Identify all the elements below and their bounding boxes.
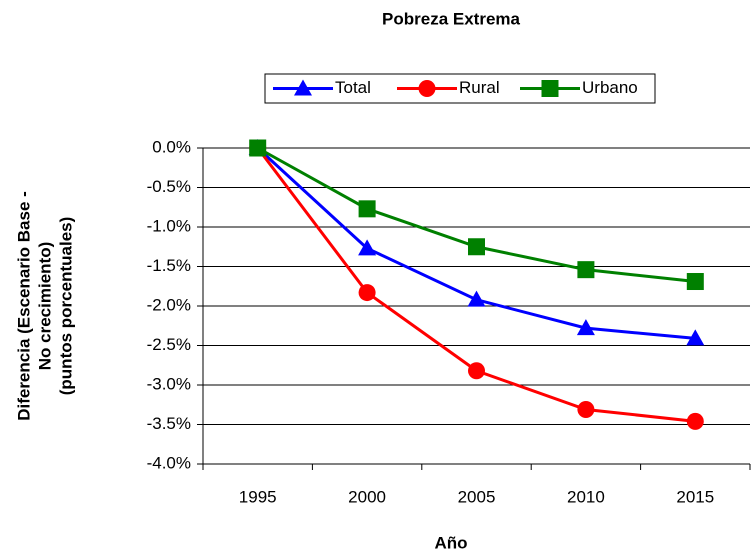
x-axis-title: Año bbox=[434, 533, 467, 552]
x-tick-label: 2005 bbox=[458, 487, 496, 506]
data-point bbox=[358, 239, 377, 256]
x-tick-label: 2000 bbox=[348, 487, 386, 506]
data-point bbox=[468, 362, 485, 380]
y-axis-title: No crecimiento) bbox=[35, 242, 54, 370]
y-tick-label: -2.5% bbox=[147, 335, 191, 354]
chart-title: Pobreza Extrema bbox=[382, 9, 520, 28]
data-point bbox=[467, 290, 486, 307]
y-tick-label: -1.5% bbox=[147, 256, 191, 275]
data-point bbox=[358, 284, 376, 302]
data-point bbox=[686, 412, 704, 430]
data-point bbox=[358, 200, 376, 218]
legend-marker bbox=[418, 80, 436, 97]
legend-label: Rural bbox=[459, 78, 500, 97]
series-line bbox=[256, 146, 696, 284]
legend-label: Total bbox=[335, 78, 371, 97]
y-axis-title: (puntos porcentuales) bbox=[56, 217, 75, 396]
x-tick-label: 1995 bbox=[239, 487, 277, 506]
y-tick-label: -4.0% bbox=[147, 453, 191, 472]
data-point bbox=[249, 139, 267, 157]
data-point bbox=[576, 319, 595, 336]
legend-marker bbox=[294, 79, 312, 96]
data-point bbox=[686, 329, 705, 346]
y-tick-label: -0.5% bbox=[147, 177, 191, 196]
legend-marker bbox=[541, 80, 559, 97]
y-tick-label: -3.5% bbox=[147, 414, 191, 433]
legend-label: Urbano bbox=[582, 78, 638, 97]
data-point bbox=[577, 261, 595, 279]
x-tick-label: 2010 bbox=[567, 487, 605, 506]
data-point bbox=[468, 238, 485, 256]
series-line bbox=[256, 147, 696, 423]
y-axis-title: Diferencia (Escenario Base - bbox=[14, 191, 33, 421]
y-tick-label: -1.0% bbox=[147, 216, 191, 235]
x-tick-label: 2015 bbox=[676, 487, 714, 506]
data-point bbox=[577, 400, 595, 418]
y-tick-label: 0.0% bbox=[152, 137, 191, 156]
y-tick-label: -3.0% bbox=[147, 374, 191, 393]
y-tick-label: -2.0% bbox=[147, 295, 191, 314]
data-point bbox=[686, 273, 704, 291]
